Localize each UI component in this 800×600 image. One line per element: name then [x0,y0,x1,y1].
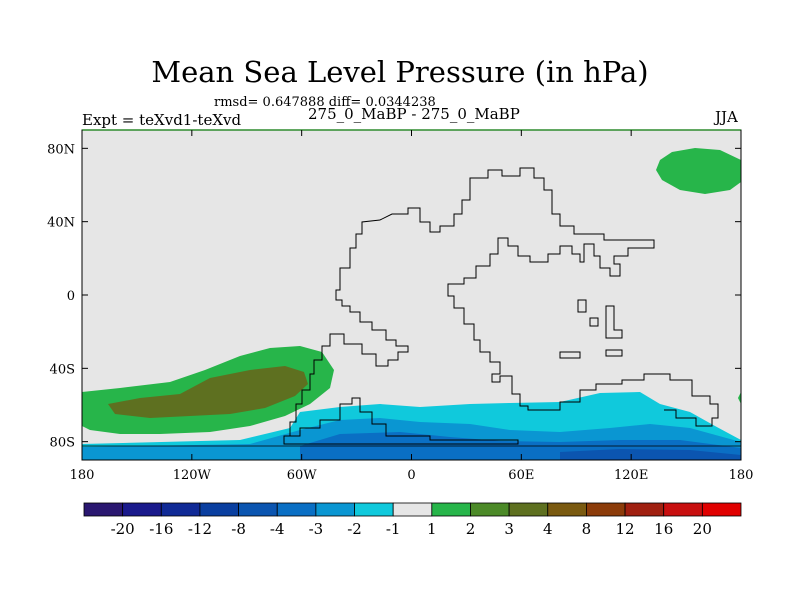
colorbar-label: 1 [427,520,437,538]
colorbar-swatch [315,502,355,517]
colorbar-swatch [122,502,162,517]
expt-label: Expt = teXvd1-teXvd [82,111,242,129]
lon-tick-label: 60W [287,468,318,483]
colorbar: -20 -16 -12 -8 -4 -3 -2 -1 1 2 3 4 8 12 16 20 [83,502,742,538]
colorbar-label: 16 [654,520,673,538]
colorbar-swatch [160,502,201,517]
colorbar-label: -1 [386,520,401,538]
lat-tick-label: 0 [67,289,75,304]
colorbar-swatch [586,502,626,517]
region-south-atlantic-positive-edge [738,392,741,404]
colorbar-swatch [663,502,703,517]
colorbar-swatch [354,502,394,517]
lon-tick-label: 60E [508,468,534,483]
axis-ticks: 180 120W 60W 0 60E 120E 180 80N 40N 0 40S 80S [47,130,753,483]
lat-tick-label: 40S [50,362,75,377]
lat-tick-label: 40N [47,216,75,231]
colorbar-label: -3 [309,520,324,538]
colorbar-label: 2 [466,520,476,538]
colorbar-swatch [470,502,510,517]
lon-tick-label: 180 [70,468,95,483]
season-label: JJA [715,108,738,126]
lon-tick-label: 0 [407,468,415,483]
region-antarctic-negative-deepest [560,449,741,460]
colorbar-swatch [276,502,317,517]
field-layer [82,148,741,460]
colorbar-swatch [431,502,471,517]
colorbar-swatch [199,502,239,517]
colorbar-swatch [624,502,665,517]
colorbar-swatch [83,502,124,517]
colorbar-label: -20 [111,520,135,538]
colorbar-swatch [547,502,587,517]
colorbar-label: -12 [188,520,212,538]
colorbar-swatch [508,502,549,517]
colorbar-label: 3 [504,520,514,538]
colorbar-label: 20 [693,520,712,538]
region-north-pacific-arctic-positive [656,148,741,194]
colorbar-label: 4 [543,520,553,538]
colorbar-swatch [392,502,433,517]
lon-tick-label: 120W [173,468,212,483]
colorbar-label: 8 [582,520,592,538]
colorbar-label: -8 [231,520,246,538]
colorbar-label: -16 [149,520,173,538]
lat-tick-label: 80N [47,142,75,157]
colorbar-swatch [701,502,742,517]
colorbar-swatch [238,502,278,517]
colorbar-label: 12 [616,520,635,538]
chart-title: Mean Sea Level Pressure (in hPa) [151,55,649,89]
colorbar-label: -2 [347,520,362,538]
region-south-pacific-positive-inner [108,366,308,418]
rmsd-diff-stats: rmsd= 0.647888 diff= 0.0344238 [214,95,436,110]
coastlines [82,167,741,447]
colorbar-label: -4 [270,520,285,538]
lon-tick-label: 180 [729,468,754,483]
lat-tick-label: 80S [50,436,75,451]
lon-tick-label: 120E [614,468,648,483]
experiment-subtitle: 275_0_MaBP - 275_0_MaBP [308,105,520,123]
